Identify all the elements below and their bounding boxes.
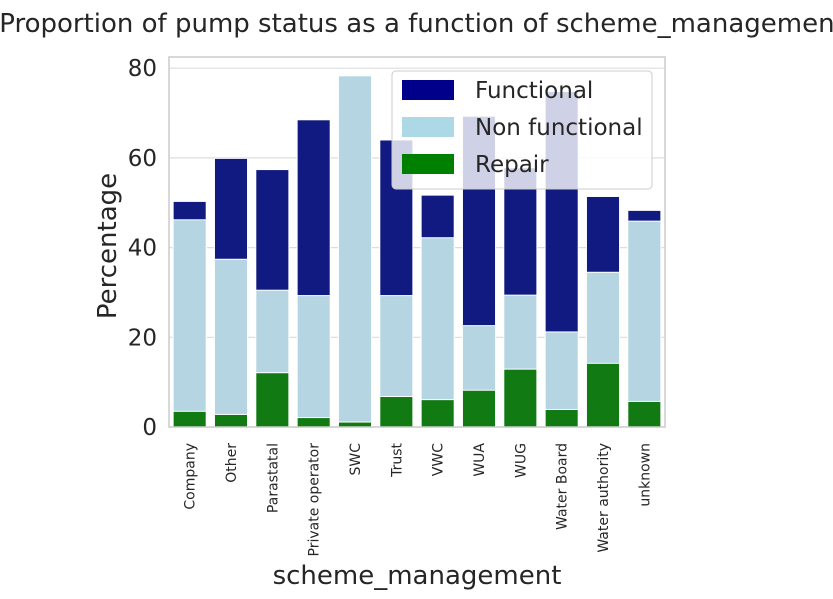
legend-swatch-repair — [402, 154, 454, 174]
x-tick-label: VWC — [431, 443, 447, 476]
x-tick-label: Water authority — [596, 443, 612, 553]
bar-non-functional-private-operator — [296, 295, 331, 428]
x-tick-label: WUA — [472, 443, 488, 477]
chart-title: Proportion of pump status as a function … — [0, 9, 833, 39]
x-tick-label: Private operator — [307, 443, 323, 557]
x-tick-label: Company — [183, 443, 199, 510]
bar-repair-parastatal — [255, 372, 290, 428]
bar-repair-water-authority — [585, 362, 621, 428]
x-tick-label: WUG — [513, 443, 529, 478]
y-tick-label: 60 — [128, 146, 157, 172]
bar-non-functional-unknown — [627, 220, 662, 428]
bar-repair-private-operator — [296, 417, 331, 428]
x-tick-label: Water Board — [555, 443, 571, 530]
bar-non-functional-other — [213, 258, 249, 428]
y-tick-label: 40 — [128, 236, 157, 262]
legend: Functional Non functional Repair — [391, 70, 653, 190]
legend-frame — [391, 70, 653, 190]
legend-swatch-functional — [402, 80, 454, 100]
bar-non-functional-company — [172, 219, 207, 428]
bars — [172, 75, 662, 428]
bar-non-functional-swc — [337, 75, 373, 428]
x-axis-ticks: Company Other Parastatal Private operator SW… — [183, 442, 654, 556]
bar-repair-wua — [461, 389, 497, 428]
y-tick-label: 0 — [142, 415, 157, 441]
y-axis-label: Percentage — [93, 173, 123, 319]
legend-label-non-functional: Non functional — [475, 115, 643, 141]
legend-label-repair: Repair — [475, 152, 549, 178]
bar-repair-vwc — [420, 399, 455, 428]
bar-repair-company — [172, 410, 207, 428]
bar-repair-wug — [503, 368, 538, 428]
bar-repair-water-board — [544, 409, 579, 428]
bar-repair-unknown — [627, 400, 662, 428]
y-tick-label: 80 — [128, 56, 157, 82]
legend-label-functional: Functional — [475, 78, 593, 104]
x-tick-label: Parastatal — [265, 443, 281, 513]
bar-repair-other — [213, 413, 249, 428]
x-tick-label: Other — [224, 443, 240, 483]
x-axis-label: scheme_management — [273, 561, 562, 591]
y-axis-ticks: 0 20 40 60 80 — [128, 56, 157, 441]
x-tick-label: Trust — [389, 442, 405, 477]
y-tick-label: 20 — [128, 325, 157, 351]
bar-non-functional-vwc — [420, 237, 455, 428]
legend-swatch-non-functional — [402, 117, 454, 137]
x-tick-label: SWC — [348, 443, 364, 476]
plot-frame — [168, 56, 666, 428]
x-tick-label: unknown — [637, 443, 653, 507]
bar-repair-trust — [379, 396, 414, 428]
